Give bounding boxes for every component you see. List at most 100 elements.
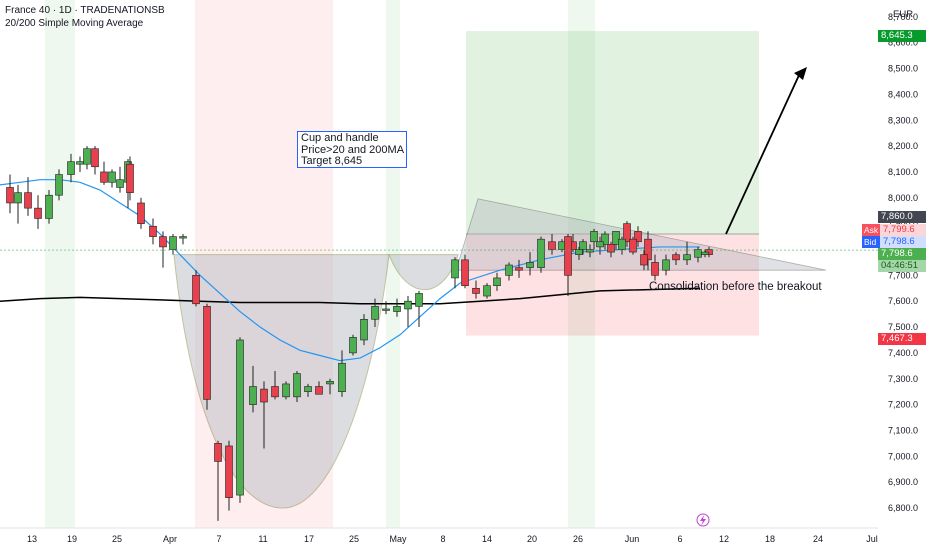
x-tick-label: May bbox=[389, 534, 407, 544]
candle[interactable] bbox=[67, 153, 75, 183]
candle[interactable] bbox=[271, 370, 279, 400]
candle[interactable] bbox=[629, 236, 637, 255]
candle[interactable] bbox=[83, 146, 91, 170]
candle[interactable] bbox=[683, 241, 691, 266]
candle[interactable] bbox=[393, 298, 401, 317]
candle[interactable] bbox=[14, 184, 22, 224]
candle[interactable] bbox=[149, 218, 157, 245]
candle[interactable] bbox=[169, 233, 177, 255]
y-tick-label: 8,200.0 bbox=[888, 141, 918, 151]
y-tick-label: 8,500.0 bbox=[888, 64, 918, 74]
candle[interactable] bbox=[493, 272, 501, 291]
candle[interactable] bbox=[612, 231, 620, 250]
x-tick-label: 14 bbox=[482, 534, 492, 544]
candle[interactable] bbox=[282, 381, 290, 400]
candle[interactable] bbox=[236, 337, 244, 503]
candle[interactable] bbox=[404, 296, 412, 328]
candle[interactable] bbox=[461, 254, 469, 289]
candle[interactable] bbox=[579, 239, 587, 255]
candle[interactable] bbox=[159, 231, 167, 268]
event-badge[interactable] bbox=[696, 513, 710, 527]
x-tick-label: 20 bbox=[527, 534, 537, 544]
candle[interactable] bbox=[618, 236, 626, 255]
x-tick-label: 24 bbox=[813, 534, 823, 544]
candle[interactable] bbox=[349, 334, 357, 356]
candle[interactable] bbox=[537, 236, 545, 273]
bid-price-tag: 7,798.6 bbox=[880, 236, 926, 248]
candle[interactable] bbox=[116, 166, 124, 193]
candle[interactable] bbox=[137, 197, 145, 229]
candle[interactable] bbox=[304, 383, 312, 397]
candle[interactable] bbox=[203, 303, 211, 410]
candle[interactable] bbox=[214, 440, 222, 521]
candle[interactable] bbox=[601, 231, 609, 250]
candle[interactable] bbox=[640, 249, 648, 271]
candle[interactable] bbox=[225, 440, 233, 511]
candle[interactable] bbox=[548, 233, 556, 255]
y-tick-label: 7,600.0 bbox=[888, 296, 918, 306]
candle[interactable] bbox=[360, 314, 368, 346]
candle[interactable] bbox=[293, 370, 301, 403]
y-tick-label: 7,300.0 bbox=[888, 374, 918, 384]
cup-handle-annotation[interactable]: Cup and handle Price>20 and 200MA Target… bbox=[297, 131, 407, 168]
candle[interactable] bbox=[483, 283, 491, 299]
x-tick-label: 8 bbox=[440, 534, 445, 544]
candle[interactable] bbox=[515, 259, 523, 278]
candle[interactable] bbox=[575, 246, 583, 260]
target-price-tag: 8,645.3 bbox=[878, 30, 926, 42]
candle[interactable] bbox=[315, 381, 323, 395]
resistance-price-tag: 7,860.0 bbox=[878, 211, 926, 223]
candle[interactable] bbox=[179, 233, 187, 245]
currency-label: EUR bbox=[893, 9, 914, 20]
stop-price-tag: 7,467.3 bbox=[878, 333, 926, 345]
ask-price-tag: 7,799.6 bbox=[880, 224, 926, 236]
candle[interactable] bbox=[24, 177, 32, 216]
candle[interactable] bbox=[91, 146, 99, 175]
candle[interactable] bbox=[526, 252, 534, 276]
candle[interactable] bbox=[590, 228, 598, 250]
cup-shape[interactable] bbox=[173, 254, 390, 509]
candle[interactable] bbox=[451, 257, 459, 289]
candle[interactable] bbox=[564, 233, 572, 297]
candle[interactable] bbox=[623, 221, 631, 247]
candle[interactable] bbox=[338, 350, 346, 397]
candle[interactable] bbox=[586, 244, 594, 258]
target-zone[interactable] bbox=[466, 31, 759, 234]
candle[interactable] bbox=[34, 195, 42, 229]
x-tick-label: 12 bbox=[719, 534, 729, 544]
candle[interactable] bbox=[607, 241, 615, 258]
candle[interactable] bbox=[472, 280, 480, 299]
candle[interactable] bbox=[45, 190, 53, 224]
candle[interactable] bbox=[634, 226, 642, 247]
y-tick-label: 7,100.0 bbox=[888, 425, 918, 435]
breakout-arrow[interactable] bbox=[725, 72, 801, 235]
candle[interactable] bbox=[76, 156, 84, 172]
candle[interactable] bbox=[126, 156, 134, 201]
annotation-line-3: Target 8,645 bbox=[301, 155, 363, 167]
arrow-head bbox=[794, 67, 807, 80]
candle[interactable] bbox=[6, 174, 14, 214]
candle[interactable] bbox=[415, 290, 423, 328]
candle[interactable] bbox=[260, 381, 268, 449]
candle[interactable] bbox=[672, 252, 680, 266]
candle[interactable] bbox=[662, 254, 670, 276]
candle[interactable] bbox=[651, 254, 659, 281]
candle[interactable] bbox=[108, 169, 116, 188]
candle[interactable] bbox=[596, 236, 604, 255]
x-tick-label: Jun bbox=[625, 534, 640, 544]
candle[interactable] bbox=[382, 301, 390, 315]
candle[interactable] bbox=[326, 378, 334, 395]
candle[interactable] bbox=[505, 262, 513, 281]
candle[interactable] bbox=[701, 249, 709, 258]
y-tick-label: 8,300.0 bbox=[888, 115, 918, 125]
y-tick-label: 8,700.0 bbox=[888, 12, 918, 22]
candle[interactable] bbox=[371, 298, 379, 328]
y-tick-label: 8,100.0 bbox=[888, 167, 918, 177]
consolidation-label: Consolidation before the breakout bbox=[649, 281, 822, 293]
candle[interactable] bbox=[100, 161, 108, 185]
x-tick-label: 11 bbox=[258, 534, 267, 544]
candle[interactable] bbox=[249, 365, 257, 413]
candle[interactable] bbox=[192, 270, 200, 307]
candle[interactable] bbox=[55, 169, 63, 201]
